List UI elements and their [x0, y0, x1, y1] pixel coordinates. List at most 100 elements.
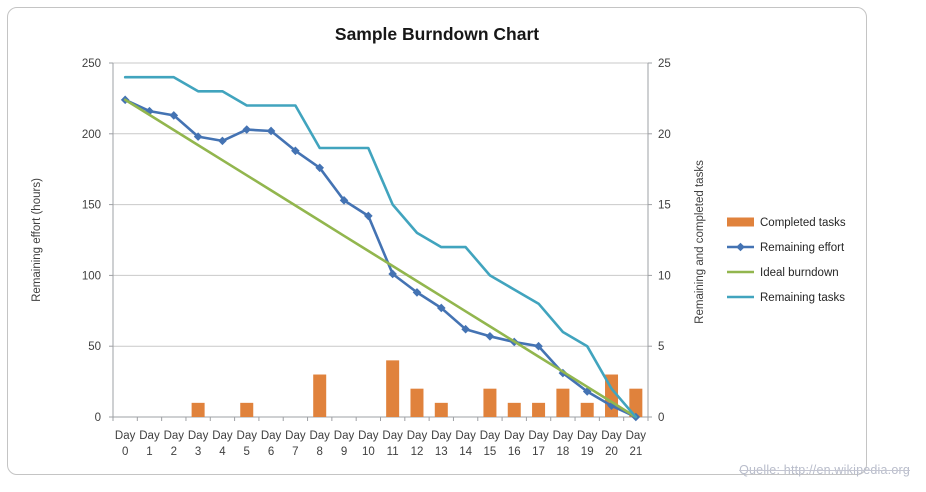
x-axis-label-word: Day: [188, 430, 209, 442]
x-axis-label-word: Day: [237, 430, 258, 442]
right-axis-title: Remaining and completed tasks: [694, 160, 706, 324]
marker-remaining-effort: [266, 126, 276, 136]
x-axis-label-word: Day: [285, 430, 306, 442]
marker-remaining-effort: [534, 341, 543, 351]
marker-remaining-effort: [485, 331, 495, 341]
x-axis-label-word: Day: [382, 430, 403, 442]
marker-remaining-effort: [145, 106, 154, 116]
chart-frame: [7, 7, 867, 475]
left-axis-tick-label: 50: [88, 341, 101, 353]
x-axis-label-word: Day: [407, 430, 428, 442]
bar-completed-tasks: [580, 402, 594, 417]
legend-swatch-bar: [727, 217, 754, 227]
x-axis-label-number: 6: [268, 446, 274, 458]
legend-label: Completed tasks: [760, 217, 846, 229]
x-axis-label-word: Day: [601, 430, 622, 442]
x-axis-label-number: 20: [605, 446, 618, 458]
x-axis-label-number: 4: [219, 446, 226, 458]
bar-completed-tasks: [556, 388, 570, 417]
x-axis-label-number: 8: [317, 446, 323, 458]
x-axis-label-word: Day: [115, 430, 136, 442]
x-axis-label-word: Day: [626, 430, 647, 442]
bar-completed-tasks: [434, 402, 448, 417]
x-axis-label-number: 9: [341, 446, 347, 458]
right-axis-tick-label: 0: [658, 412, 664, 424]
right-axis-tick-label: 15: [658, 200, 671, 212]
x-axis-label-word: Day: [455, 430, 476, 442]
legend-label: Ideal burndown: [760, 267, 839, 279]
left-axis-title: Remaining effort (hours): [31, 178, 43, 302]
source-note: Quelle: http://en.wikipedia.org: [739, 463, 910, 477]
marker-remaining-effort: [436, 303, 446, 313]
marker-remaining-effort: [218, 136, 227, 146]
legend-swatch-marker: [736, 242, 745, 252]
legend-label: Remaining effort: [760, 242, 845, 254]
x-axis-label-word: Day: [334, 430, 355, 442]
marker-remaining-effort: [339, 196, 349, 205]
x-axis-label-number: 12: [411, 446, 424, 458]
left-axis-tick-label: 250: [82, 58, 101, 70]
legend: Completed tasks Remaining effort Ideal bur…: [727, 217, 846, 304]
x-axis-label-word: Day: [528, 430, 549, 442]
series-layer: [120, 75, 643, 422]
x-axis-label-number: 0: [122, 446, 128, 458]
x-axis-label-word: Day: [431, 430, 452, 442]
line-ideal-burndown: [123, 98, 638, 419]
marker-remaining-effort: [242, 125, 252, 134]
marker-remaining-effort: [291, 146, 300, 156]
x-axis-label-number: 19: [581, 446, 594, 458]
left-axis-tick-label: 0: [95, 412, 101, 424]
x-axis-label-number: 5: [244, 446, 250, 458]
x-axis-label-number: 17: [532, 446, 545, 458]
bar-completed-tasks: [532, 402, 546, 417]
x-axis-label-number: 7: [292, 446, 298, 458]
right-axis-tick-label: 20: [658, 129, 671, 141]
x-axis-label-number: 18: [556, 446, 569, 458]
line-remaining-tasks: [123, 75, 638, 419]
x-axis-label-number: 1: [146, 446, 152, 458]
right-axis-tick-label: 10: [658, 270, 671, 282]
marker-remaining-effort: [388, 269, 397, 279]
x-axis-label-number: 16: [508, 446, 521, 458]
x-axis-label-word: Day: [261, 430, 282, 442]
left-axis-tick-label: 150: [82, 200, 101, 212]
x-axis-label-number: 13: [435, 446, 448, 458]
x-axis-label-number: 11: [387, 446, 399, 458]
marker-remaining-effort: [461, 324, 470, 334]
x-axis-label-number: 3: [195, 446, 201, 458]
left-axis-tick-label: 100: [82, 270, 101, 282]
axes-layer: 0 50 100 150 200 250 0 5 10 15 20 25 Day 0 Day 1 Day 2 Day…: [82, 58, 671, 458]
x-axis-label-word: Day: [358, 430, 379, 442]
x-axis-label-word: Day: [553, 430, 574, 442]
bar-completed-tasks: [191, 402, 205, 417]
left-axis-tick-label: 200: [82, 129, 101, 141]
marker-remaining-effort: [315, 163, 325, 173]
x-axis-label-number: 2: [171, 446, 177, 458]
x-axis-label-word: Day: [577, 430, 598, 442]
x-axis-label-word: Day: [139, 430, 160, 442]
x-axis-label-word: Day: [504, 430, 525, 442]
marker-remaining-effort: [412, 288, 422, 297]
grid-layer: [113, 62, 648, 418]
bar-completed-tasks: [240, 402, 254, 417]
x-axis-label-number: 15: [484, 446, 497, 458]
x-axis-label-word: Day: [164, 430, 185, 442]
right-axis-tick-label: 25: [658, 58, 671, 70]
marker-remaining-effort: [193, 132, 203, 141]
bar-completed-tasks: [410, 388, 424, 417]
line-remaining-effort: [123, 98, 638, 419]
x-axis-label-word: Day: [212, 430, 233, 442]
bar-completed-tasks: [629, 388, 643, 417]
bar-completed-tasks: [386, 360, 400, 417]
bar-completed-tasks: [483, 388, 497, 417]
chart-title: Sample Burndown Chart: [335, 24, 539, 44]
marker-remaining-effort: [364, 211, 373, 221]
x-axis-label-number: 10: [362, 446, 375, 458]
marker-remaining-effort: [169, 111, 179, 120]
x-axis-label-word: Day: [309, 430, 330, 442]
bar-completed-tasks: [507, 402, 521, 417]
x-axis-label-word: Day: [480, 430, 501, 442]
x-axis-label-number: 21: [629, 446, 642, 458]
